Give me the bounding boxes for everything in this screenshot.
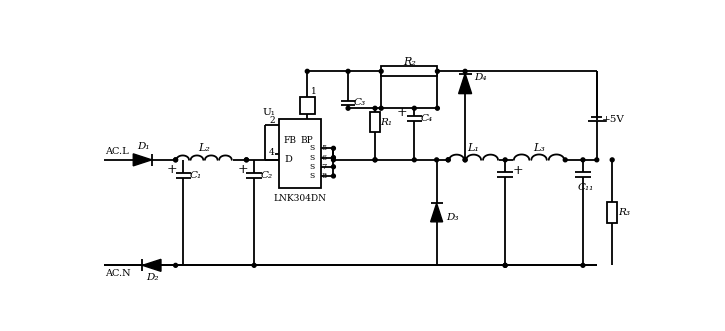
Text: R₁: R₁ — [380, 118, 392, 127]
Bar — [299, 97, 315, 115]
Text: 5: 5 — [321, 144, 327, 152]
Text: L₁: L₁ — [468, 143, 479, 153]
Circle shape — [436, 70, 439, 73]
Text: D₂: D₂ — [146, 273, 159, 282]
Circle shape — [174, 158, 178, 162]
Circle shape — [331, 156, 336, 160]
Text: BP: BP — [300, 136, 313, 145]
Text: L₂: L₂ — [198, 143, 210, 153]
Circle shape — [174, 158, 178, 162]
Text: 4: 4 — [269, 148, 275, 158]
Circle shape — [373, 106, 377, 110]
Circle shape — [610, 158, 614, 162]
Text: +: + — [167, 164, 177, 176]
Circle shape — [331, 158, 336, 162]
Text: +: + — [512, 164, 523, 177]
Text: D₁: D₁ — [137, 142, 149, 151]
Polygon shape — [143, 259, 161, 271]
Circle shape — [244, 158, 249, 162]
Text: +5V: +5V — [602, 115, 625, 124]
Text: D: D — [284, 155, 292, 164]
Text: S: S — [310, 154, 315, 162]
Circle shape — [244, 158, 249, 162]
Text: 1: 1 — [310, 87, 316, 96]
Circle shape — [174, 263, 178, 267]
Circle shape — [447, 158, 450, 162]
Circle shape — [373, 158, 377, 162]
Text: C₂: C₂ — [260, 171, 273, 180]
Text: C₁₁: C₁₁ — [578, 183, 594, 192]
Text: 8: 8 — [321, 172, 327, 180]
Text: C₄: C₄ — [420, 114, 433, 123]
Circle shape — [413, 106, 416, 110]
Text: FB: FB — [283, 136, 296, 145]
Polygon shape — [133, 154, 152, 166]
Circle shape — [413, 158, 416, 162]
Bar — [279, 119, 321, 188]
Circle shape — [594, 158, 599, 162]
Text: 7: 7 — [321, 163, 327, 171]
Circle shape — [581, 263, 585, 267]
Polygon shape — [459, 73, 472, 94]
Circle shape — [346, 106, 350, 110]
Circle shape — [581, 158, 585, 162]
Circle shape — [373, 158, 377, 162]
Text: 6: 6 — [322, 154, 327, 162]
Circle shape — [379, 70, 383, 73]
Circle shape — [463, 158, 467, 162]
Text: S: S — [310, 144, 315, 152]
Text: +: + — [397, 106, 407, 119]
Polygon shape — [431, 203, 443, 222]
Circle shape — [331, 174, 336, 178]
Text: AC.L: AC.L — [106, 147, 129, 156]
Text: C₁: C₁ — [189, 171, 202, 180]
Bar — [381, 66, 437, 76]
Circle shape — [447, 158, 450, 162]
Circle shape — [503, 158, 507, 162]
Text: 2: 2 — [269, 116, 275, 125]
Circle shape — [463, 158, 467, 162]
Bar — [370, 112, 380, 132]
Text: S: S — [310, 163, 315, 171]
Text: R₃: R₃ — [618, 208, 631, 217]
Circle shape — [305, 70, 309, 73]
Circle shape — [379, 106, 383, 110]
Text: S: S — [310, 172, 315, 180]
Circle shape — [331, 146, 336, 150]
Text: U₁: U₁ — [262, 108, 275, 117]
Circle shape — [503, 263, 507, 267]
Text: LNK304DN: LNK304DN — [273, 194, 326, 203]
Text: L₃: L₃ — [533, 143, 545, 153]
Text: D₄: D₄ — [474, 73, 486, 82]
Text: +: + — [237, 164, 248, 176]
Text: AC.N: AC.N — [106, 269, 131, 278]
Text: D₃: D₃ — [446, 213, 458, 222]
Circle shape — [436, 106, 439, 110]
Text: C₃: C₃ — [354, 98, 365, 107]
Circle shape — [252, 263, 256, 267]
Circle shape — [331, 165, 336, 169]
Circle shape — [503, 263, 507, 267]
Circle shape — [563, 158, 567, 162]
Circle shape — [463, 70, 467, 73]
Circle shape — [435, 158, 439, 162]
Circle shape — [346, 70, 350, 73]
Text: R₂: R₂ — [403, 57, 415, 67]
Bar — [607, 202, 617, 223]
